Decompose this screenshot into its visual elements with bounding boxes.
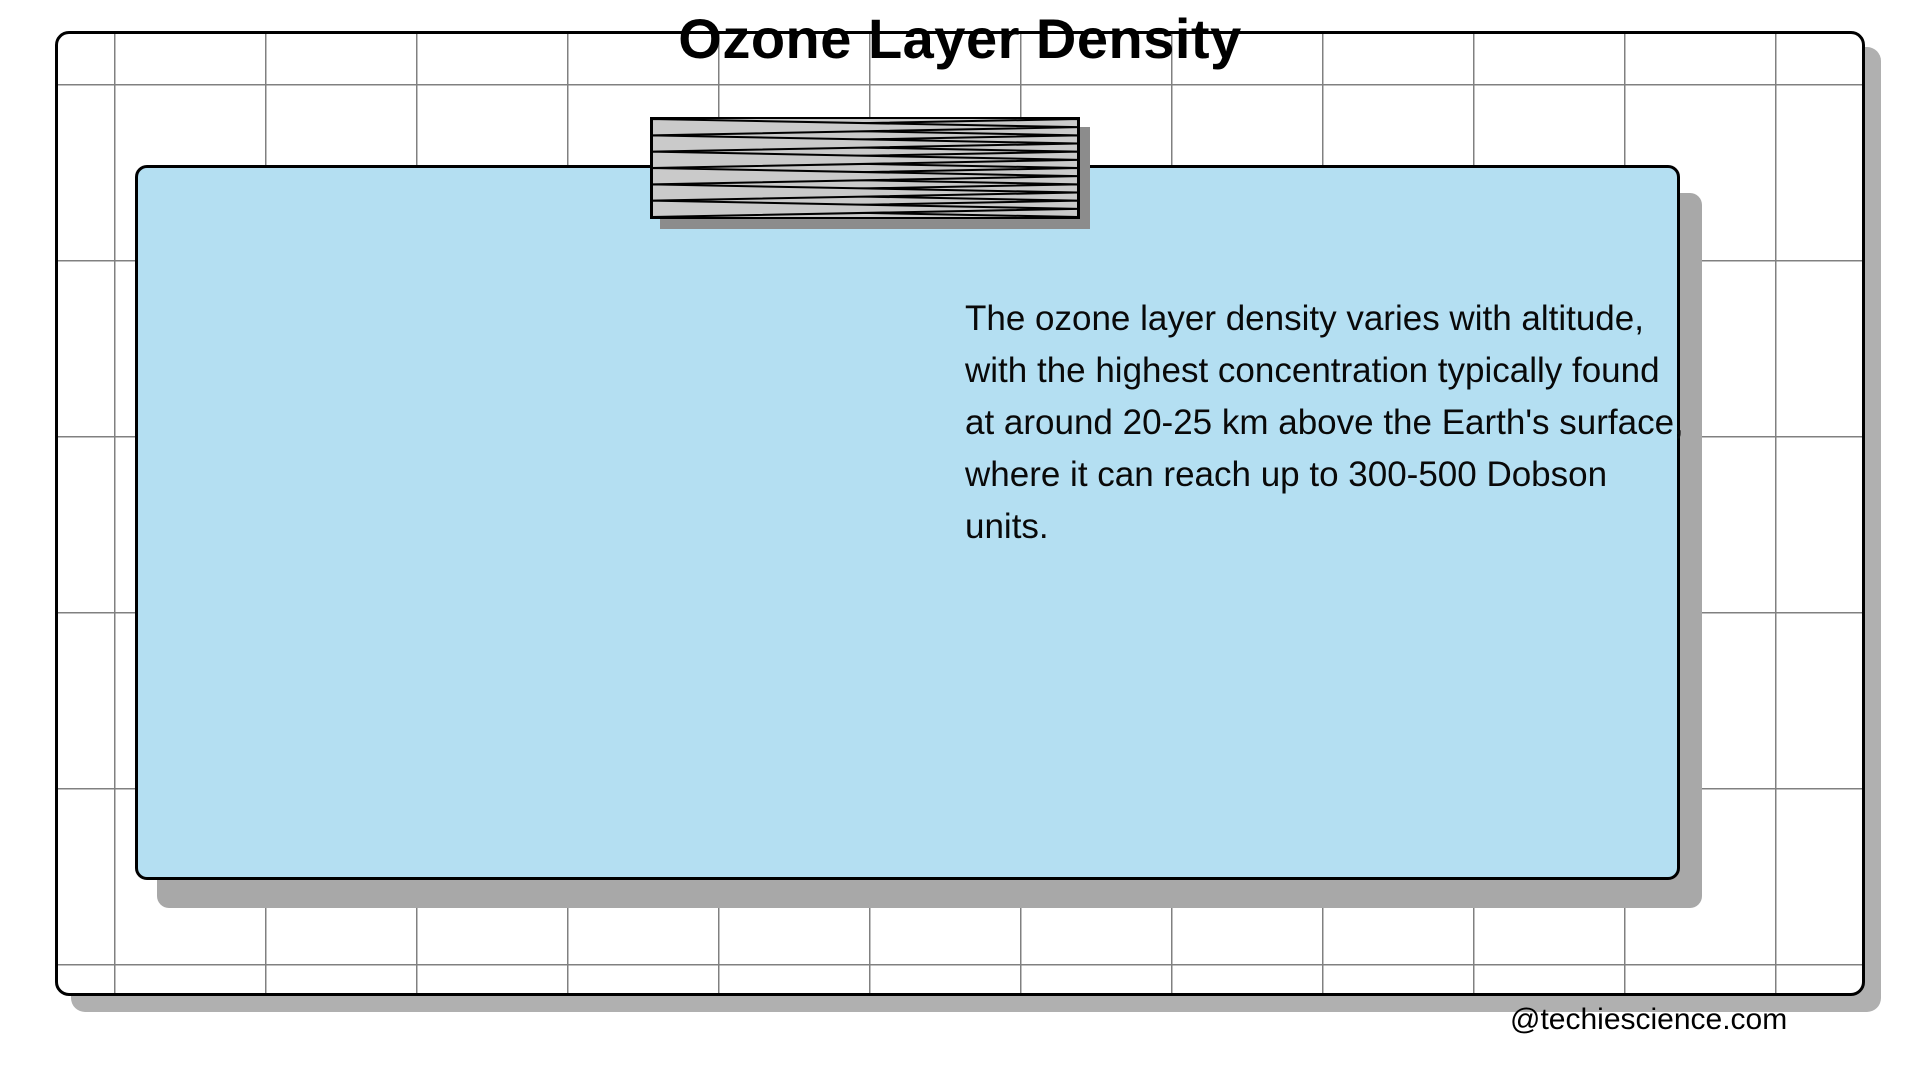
tape-right-edge-icon [652, 119, 1078, 217]
stage: Ozone Layer Density The ozone layer dens… [0, 0, 1920, 1080]
info-body-text: The ozone layer density varies with alti… [965, 293, 1685, 553]
attribution-text: @techiescience.com [1510, 1003, 1787, 1037]
tape-icon [650, 117, 1080, 219]
page-title: Ozone Layer Density [0, 6, 1920, 71]
